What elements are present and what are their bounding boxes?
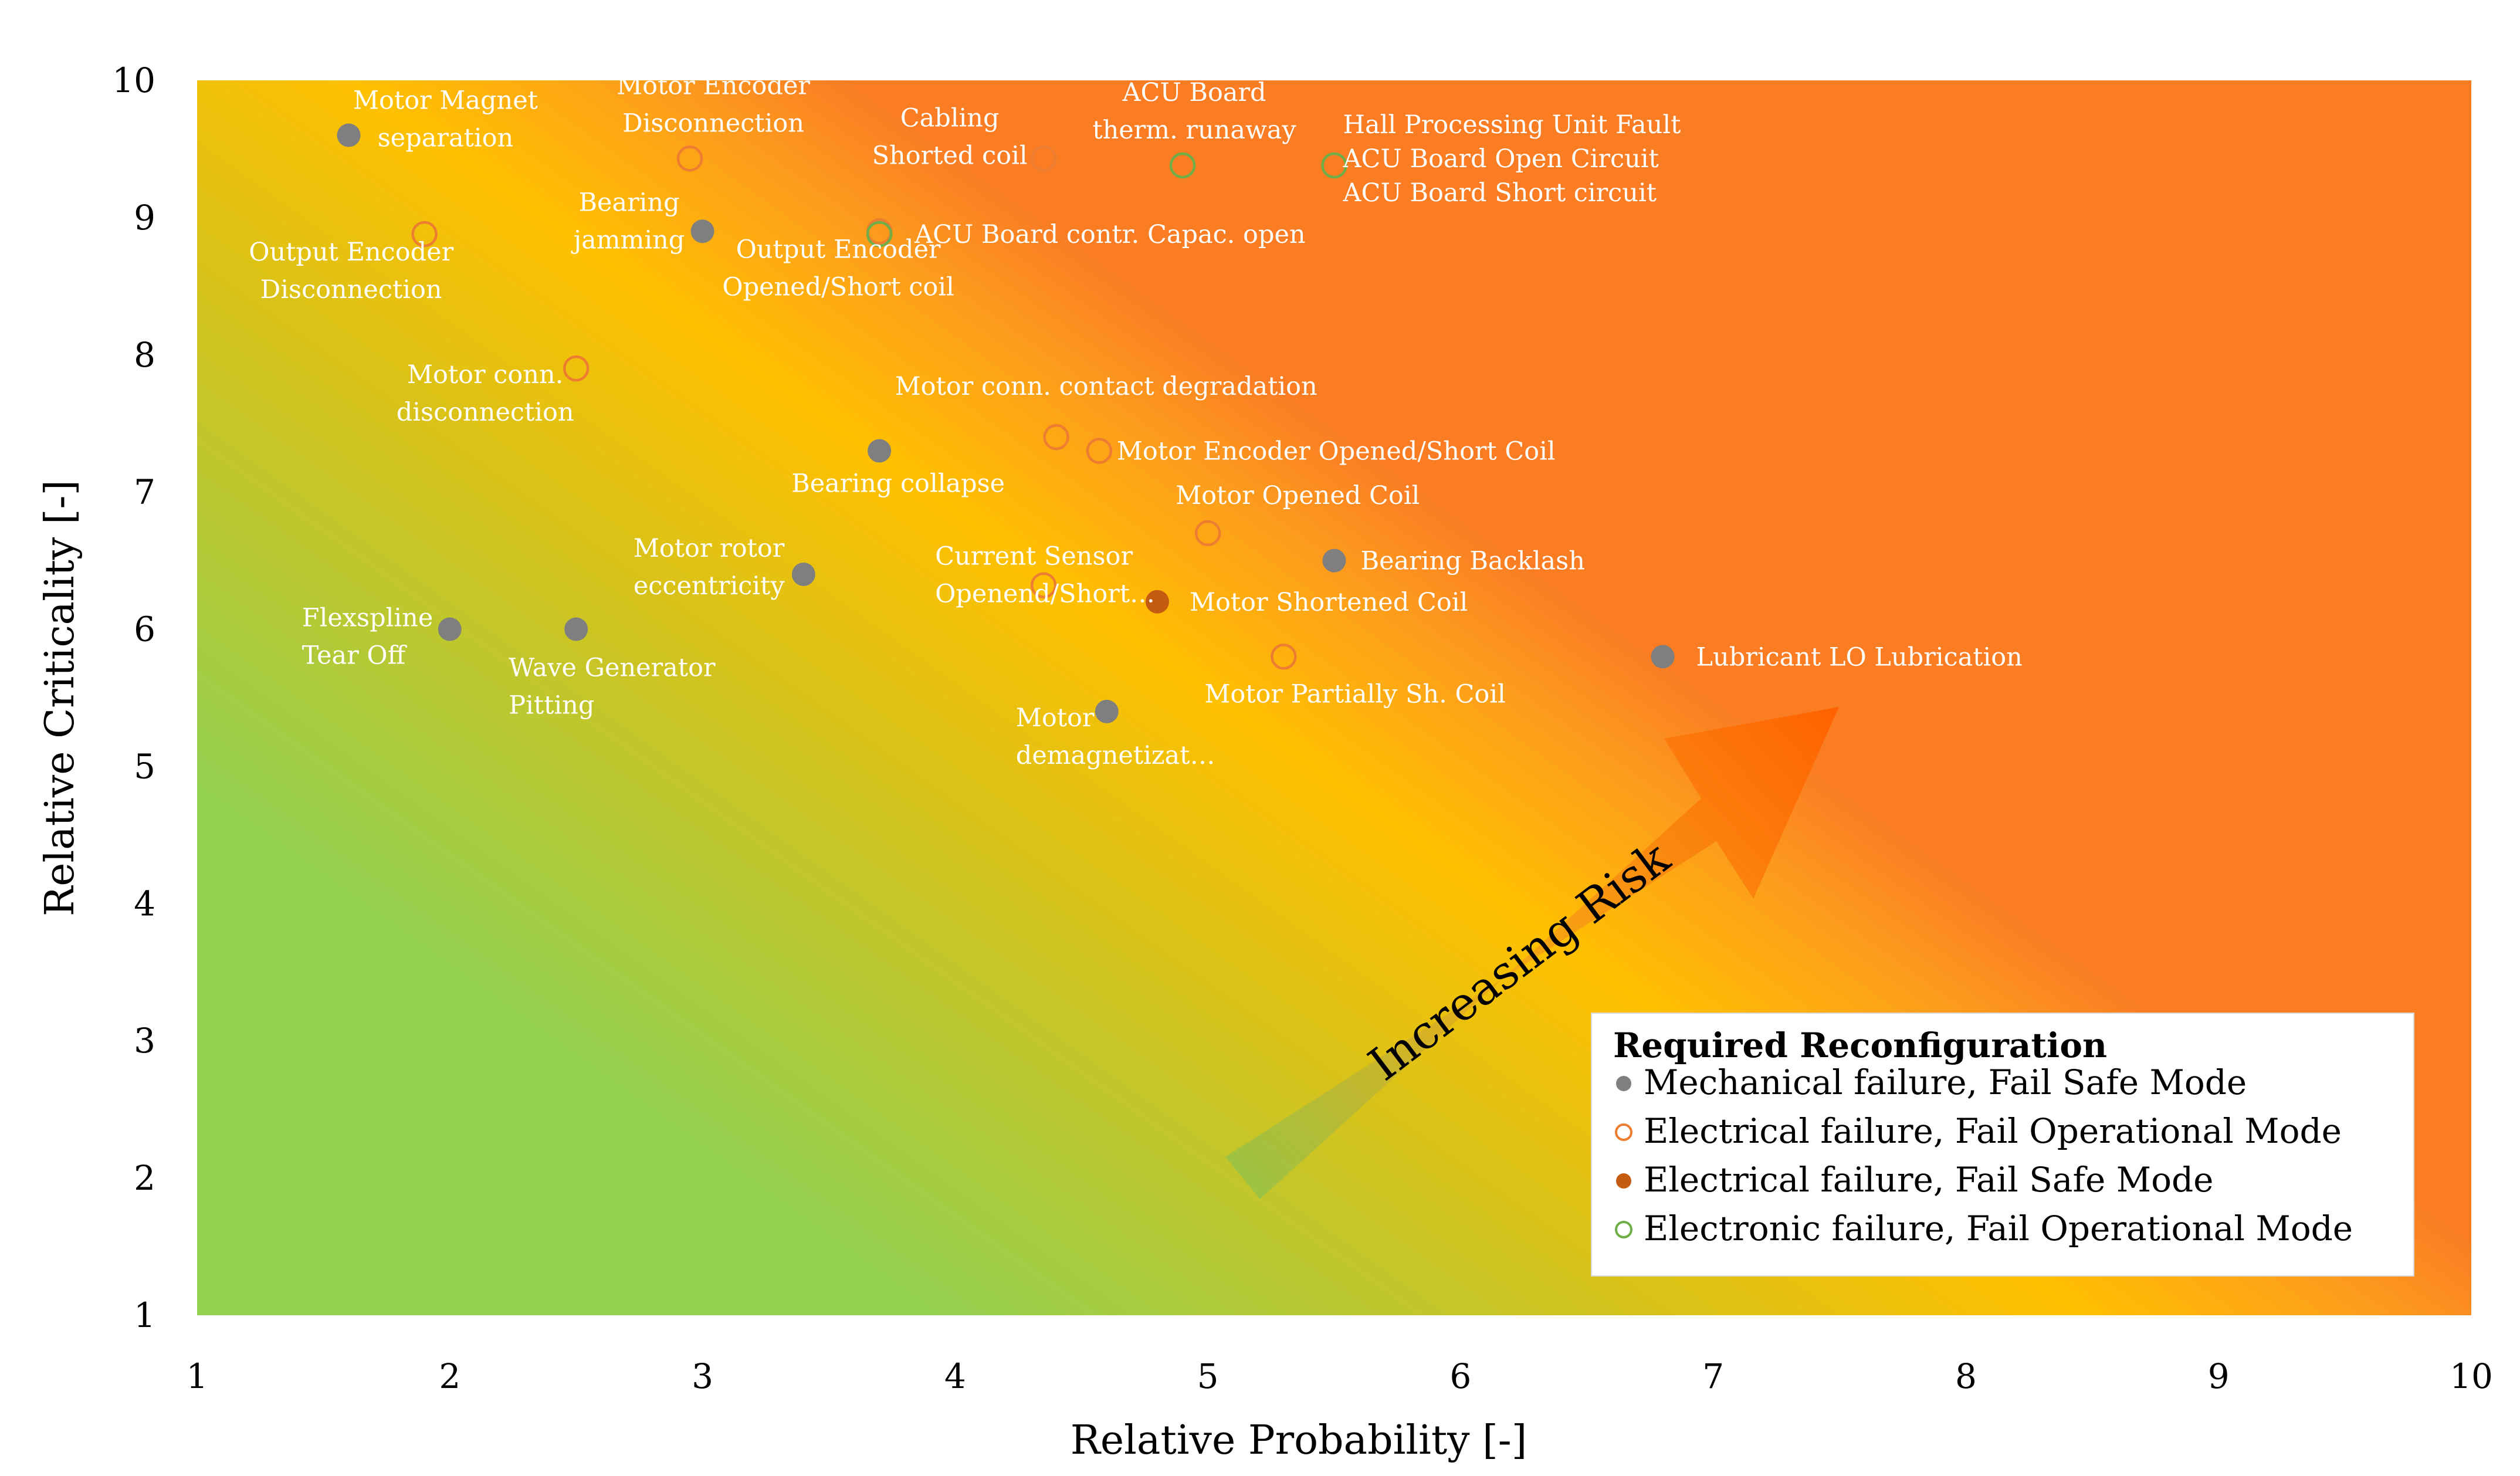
data-point (1043, 424, 1069, 451)
y-tick-label: 4 (134, 883, 155, 923)
point-label: Motor Opened Coil (1176, 481, 1420, 510)
legend-marker (1616, 1173, 1631, 1189)
x-tick-label: 10 (2450, 1356, 2493, 1396)
increasing-risk-arrow (1225, 707, 1839, 1199)
point-label: Motor conn. (407, 360, 563, 390)
data-points (337, 123, 1675, 723)
data-point (1086, 438, 1113, 464)
legend-marker (1615, 1221, 1632, 1238)
point-label: Motor Magnet (353, 86, 538, 116)
data-point (1095, 699, 1119, 723)
legend-marker (1616, 1076, 1631, 1091)
legend-title: Required Reconfiguration (1613, 1025, 2107, 1065)
point-label: Opened/Short coil (722, 272, 954, 302)
point-label: Cabling (900, 103, 1000, 133)
x-tick-label: 1 (187, 1356, 208, 1396)
y-tick-label: 9 (134, 198, 155, 238)
point-label: therm. runaway (1092, 116, 1296, 145)
point-label: ACU Board Short circuit (1343, 178, 1657, 208)
legend-entry-label: Electronic failure, Fail Operational Mod… (1644, 1208, 2353, 1248)
point-label: Motor conn. contact degradation (895, 372, 1317, 401)
data-point (1145, 590, 1169, 614)
x-axis-title: Relative Probability [-] (1071, 1417, 1527, 1464)
point-label: Current Sensor (935, 542, 1133, 571)
point-label: Lubricant LO Lubrication (1696, 642, 2023, 672)
point-label: Motor Encoder (617, 71, 810, 100)
legend-marker (1615, 1123, 1632, 1141)
data-point (1271, 644, 1297, 670)
point-label: demagnetizat… (1016, 741, 1215, 770)
point-label: Openend/Short… (935, 580, 1155, 609)
point-label: ACU Board Open Circuit (1343, 144, 1659, 174)
data-point (1322, 549, 1346, 573)
point-label: separation (378, 124, 513, 153)
data-point (1169, 152, 1196, 179)
point-label: Output Encoder (249, 238, 453, 267)
y-tick-label: 2 (134, 1158, 155, 1198)
legend-entry-label: Mechanical failure, Fail Safe Mode (1644, 1062, 2247, 1102)
point-label: Motor rotor (634, 534, 785, 563)
x-tick-label: 6 (1449, 1356, 1471, 1396)
y-tick-label: 3 (134, 1021, 155, 1061)
y-axis-title: Relative Criticality [-] (37, 480, 83, 916)
y-axis-ticks: 1 2 3 4 5 6 7 8 9 10 (112, 60, 155, 1335)
point-label: Pitting (509, 691, 594, 720)
data-point (337, 123, 361, 147)
point-label: Motor (1016, 703, 1095, 733)
y-tick-label: 7 (134, 472, 155, 512)
point-label: Motor Shortened Coil (1190, 588, 1468, 617)
data-point (676, 145, 703, 172)
x-tick-label: 9 (2208, 1356, 2230, 1396)
data-point (1651, 645, 1675, 669)
point-label: Bearing (578, 188, 679, 217)
data-point (791, 563, 815, 586)
point-label: Motor Encoder Opened/Short Coil (1117, 437, 1556, 466)
y-tick-label: 8 (134, 335, 155, 375)
point-label: Tear Off (302, 641, 408, 671)
legend-entry-label: Electrical failure, Fail Safe Mode (1644, 1160, 2213, 1200)
point-label: Output Encoder (736, 235, 941, 264)
point-label: Motor Partially Sh. Coil (1204, 679, 1505, 709)
data-point (438, 617, 462, 641)
legend-entry-label: Electrical failure, Fail Operational Mod… (1644, 1111, 2342, 1151)
legend-box (1591, 1013, 2414, 1277)
point-label: Bearing Backlash (1361, 547, 1585, 576)
y-tick-label: 1 (134, 1295, 155, 1335)
point-label: Shorted coil (872, 141, 1028, 170)
point-label: Disconnection (622, 109, 804, 138)
data-point (1321, 152, 1347, 179)
data-point (868, 439, 892, 463)
data-point (1030, 572, 1057, 598)
point-label: Disconnection (260, 275, 442, 304)
point-label: jamming (571, 225, 685, 255)
data-point (866, 221, 893, 248)
y-tick-label: 10 (112, 60, 155, 100)
x-tick-label: 2 (439, 1356, 460, 1396)
point-label: Bearing collapse (791, 469, 1005, 499)
data-point (563, 355, 590, 382)
point-label: Hall Processing Unit Fault (1343, 110, 1681, 140)
point-label: Wave Generator (509, 654, 716, 683)
y-tick-label: 5 (134, 746, 155, 786)
x-tick-label: 4 (944, 1356, 966, 1396)
data-point (1194, 520, 1221, 547)
x-tick-label: 8 (1955, 1356, 1977, 1396)
point-label: ACU Board (1122, 78, 1266, 107)
data-point (1030, 145, 1057, 172)
x-axis-ticks: 1 2 3 4 5 6 7 8 9 10 (187, 1356, 2493, 1396)
point-label: ACU Board contr. Capac. open (914, 220, 1306, 249)
legend: Required Reconfiguration Mechanical fail… (1591, 1013, 2414, 1277)
data-point-labels: Motor Magnet separation Motor Encoder Disco… (249, 71, 2023, 770)
point-label: disconnection (397, 398, 574, 427)
data-point (411, 221, 438, 248)
y-tick-label: 6 (134, 610, 155, 649)
data-point (564, 617, 588, 641)
x-tick-label: 5 (1197, 1356, 1219, 1396)
data-point (690, 219, 714, 243)
x-tick-label: 3 (692, 1356, 713, 1396)
x-tick-label: 7 (1702, 1356, 1724, 1396)
point-label: eccentricity (634, 571, 785, 601)
point-label: Flexspline (302, 604, 433, 633)
